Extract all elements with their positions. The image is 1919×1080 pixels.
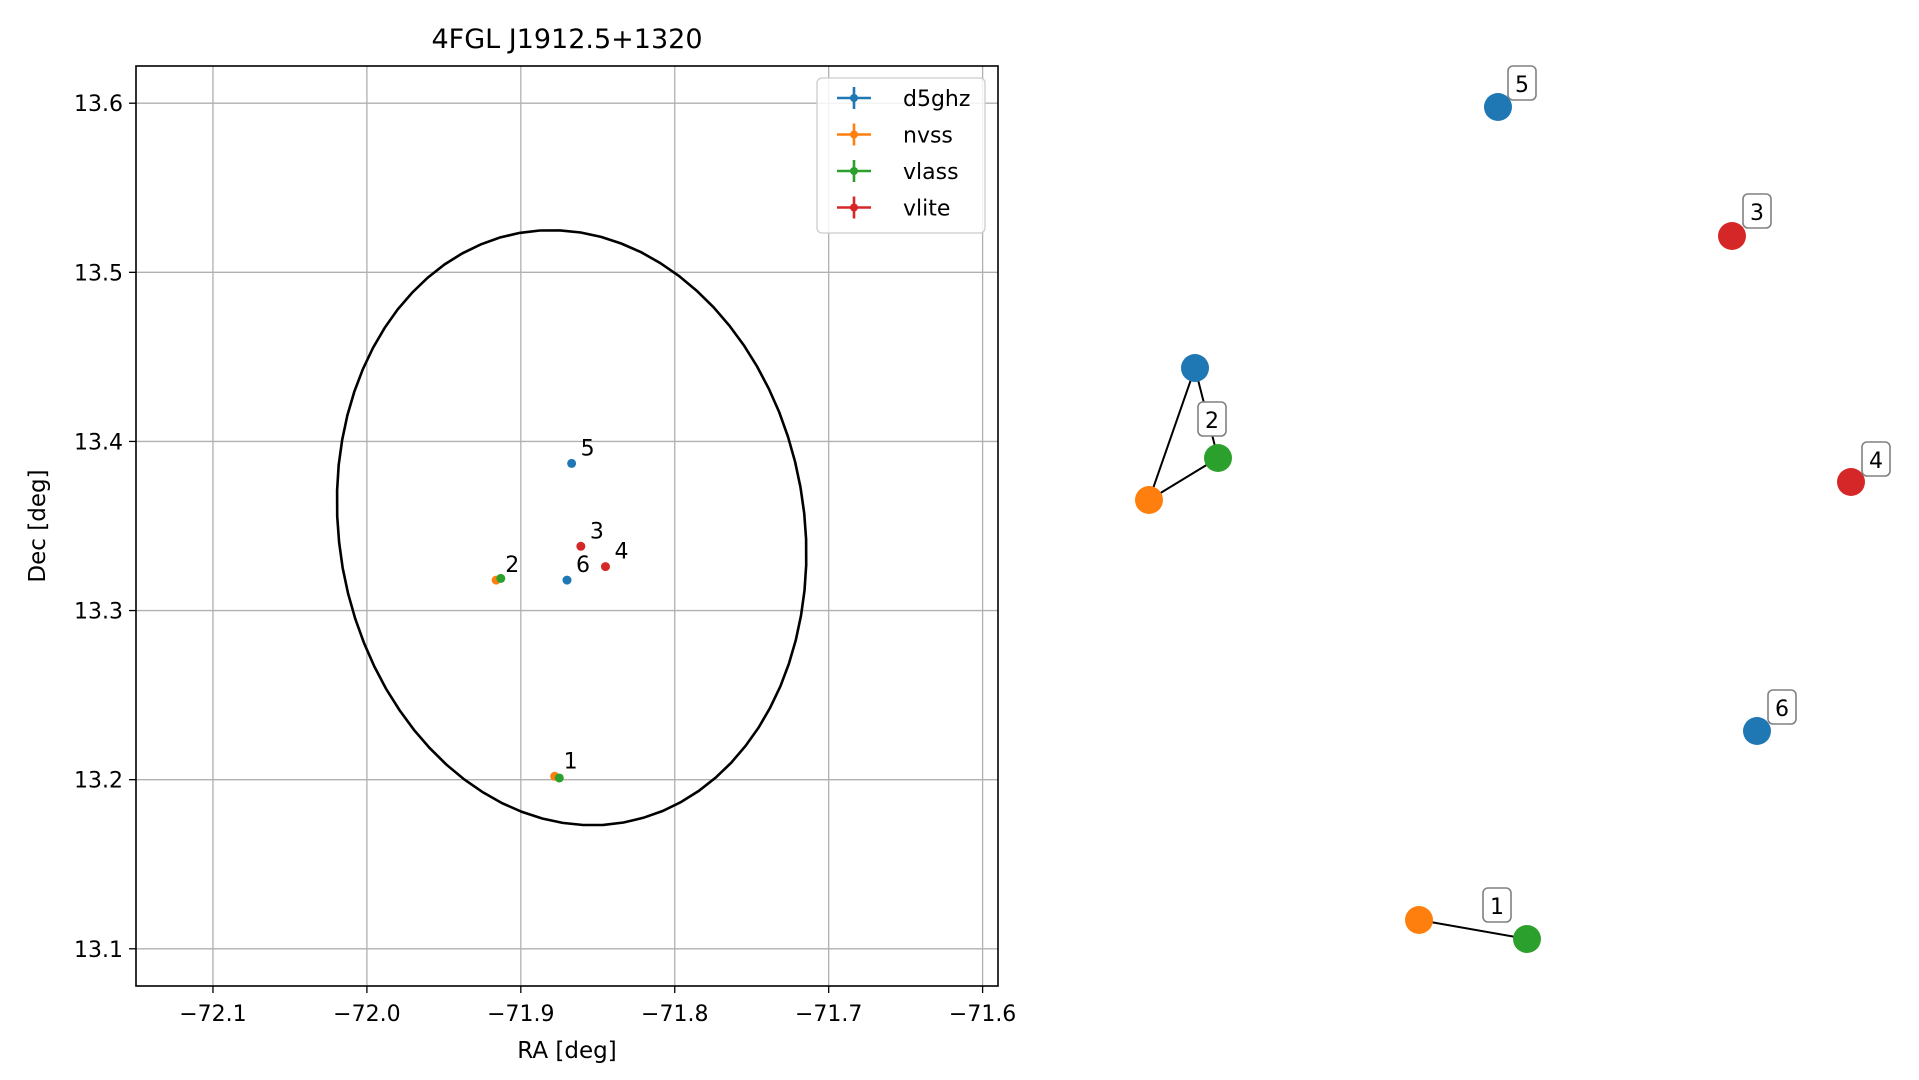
y-axis-label: Dec [deg]: [25, 469, 51, 582]
legend-entry-vlite: vlite: [837, 196, 950, 222]
y-axis-ticks: 13.1 13.2 13.3 13.4 13.5 13.6: [74, 92, 136, 963]
plot-frame: [135, 65, 999, 987]
graph-label-box: [1197, 401, 1227, 437]
graph-labels: 5 3 2 4 6 1: [1197, 65, 1891, 923]
graph-node-label: 4: [1861, 441, 1891, 477]
point-label: 4: [614, 540, 628, 565]
graph-label-text: 6: [1775, 697, 1789, 722]
point-label: 3: [590, 519, 604, 544]
legend-label: vlass: [903, 160, 959, 185]
graph-edge: [1418, 919, 1528, 940]
legend: d5ghz nvss vlass vlite: [816, 77, 986, 234]
x-tick-label: −71.7: [795, 1002, 862, 1027]
legend-entry-d5ghz: d5ghz: [837, 87, 970, 112]
graph-label-text: 1: [1490, 895, 1504, 920]
legend-box: [816, 77, 986, 234]
point-label: 1: [564, 749, 578, 774]
x-tick-label: −71.8: [641, 1002, 708, 1027]
graph-label-text: 3: [1750, 201, 1764, 226]
graph-node-label: 2: [1197, 401, 1227, 437]
data-point-vlite: [576, 541, 586, 551]
graph-label-text: 2: [1205, 409, 1219, 434]
graph-label-text: 4: [1869, 449, 1883, 474]
legend-label: nvss: [903, 124, 953, 149]
x-tick-label: −72.1: [179, 1002, 246, 1027]
graph-node-label: 3: [1742, 193, 1772, 229]
legend-label: d5ghz: [903, 87, 970, 112]
y-tick-label: 13.6: [74, 92, 123, 117]
ellipse-layer: [335, 229, 808, 827]
data-point-d5ghz: [562, 575, 572, 585]
graph-label-box: [1507, 65, 1537, 101]
legend-label: vlite: [903, 197, 950, 222]
chart-title: 4FGL J1912.5+1320: [431, 24, 702, 55]
x-axis-label: RA [deg]: [517, 1038, 616, 1064]
point-label: 5: [581, 436, 595, 461]
legend-marker: [850, 203, 858, 212]
graph-node-label: 1: [1482, 887, 1512, 923]
x-tick-label: −71.9: [487, 1002, 554, 1027]
x-tick-label: −71.6: [949, 1002, 1016, 1027]
graph-edge: [1148, 367, 1196, 501]
y-tick-label: 13.2: [74, 769, 123, 794]
graph-label-box: [1861, 441, 1891, 477]
points-layer: 5 6 2 1 34: [491, 436, 628, 783]
graph-label-box: [1482, 887, 1512, 923]
legend-marker: [850, 94, 858, 102]
graph-node: [1484, 93, 1512, 121]
y-tick-label: 13.1: [74, 938, 123, 963]
graph-node: [1405, 906, 1433, 934]
point-label: 6: [576, 553, 590, 578]
graph-node: [1135, 486, 1163, 514]
scatter-panel: 4FGL J1912.5+1320 5 6 2 1 34 −72.1 −72.0 −71.9…: [25, 24, 1016, 1064]
graph-node: [1743, 717, 1771, 745]
data-point-vlite: [600, 562, 610, 572]
legend-marker: [850, 130, 858, 139]
data-point-d5ghz: [567, 458, 577, 468]
data-point-vlass: [554, 773, 564, 783]
localization-ellipse: [335, 229, 808, 827]
y-tick-label: 13.3: [74, 600, 123, 625]
graph-node-label: 6: [1767, 689, 1797, 725]
graph-panel: 5 3 2 4 6 1: [1135, 65, 1891, 953]
graph-label-text: 5: [1515, 73, 1529, 98]
y-tick-label: 13.4: [74, 430, 123, 455]
graph-node: [1718, 222, 1746, 250]
graph-label-box: [1767, 689, 1797, 725]
graph-node: [1181, 354, 1209, 382]
graph-node-label: 5: [1507, 65, 1537, 101]
graph-node: [1204, 444, 1232, 472]
graph-node: [1513, 925, 1541, 953]
graph-node: [1837, 468, 1865, 496]
point-label: 2: [505, 553, 519, 578]
legend-entry-vlass: vlass: [837, 160, 959, 185]
data-point-vlass: [496, 573, 506, 583]
y-tick-label: 13.5: [74, 261, 123, 286]
legend-marker: [850, 167, 858, 175]
legend-entry-nvss: nvss: [837, 123, 953, 149]
graph-nodes: [1135, 93, 1865, 953]
graph-label-box: [1742, 193, 1772, 229]
x-axis-ticks: −72.1 −72.0 −71.9 −71.8 −71.7 −71.6: [179, 986, 1016, 1027]
x-tick-label: −72.0: [333, 1002, 400, 1027]
